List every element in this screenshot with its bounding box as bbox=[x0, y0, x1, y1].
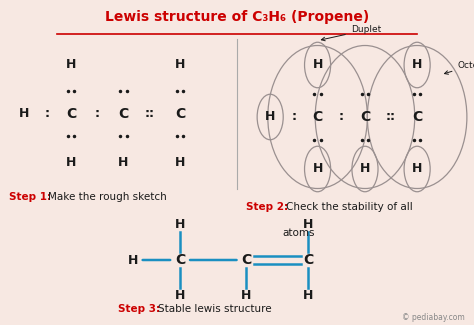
Text: Octet: Octet bbox=[445, 61, 474, 74]
Text: Duplet: Duplet bbox=[321, 25, 381, 41]
Text: Make the rough sketch: Make the rough sketch bbox=[48, 192, 167, 202]
Text: H: H bbox=[175, 58, 185, 72]
Text: H: H bbox=[412, 58, 422, 72]
Text: H: H bbox=[303, 218, 313, 231]
Text: H: H bbox=[241, 289, 252, 302]
Text: Step 3:: Step 3: bbox=[118, 304, 161, 314]
Text: C: C bbox=[241, 253, 252, 267]
Text: H: H bbox=[128, 254, 138, 266]
Text: C: C bbox=[303, 253, 313, 267]
Text: H: H bbox=[66, 156, 76, 169]
Text: Stable lewis structure: Stable lewis structure bbox=[158, 304, 272, 314]
Text: H: H bbox=[303, 289, 313, 302]
Text: C: C bbox=[175, 107, 185, 121]
Text: H: H bbox=[360, 162, 370, 176]
Text: H: H bbox=[265, 111, 275, 124]
Text: Step 1:: Step 1: bbox=[9, 192, 52, 202]
Text: C: C bbox=[360, 110, 370, 124]
Text: Check the stability of all: Check the stability of all bbox=[286, 202, 412, 212]
Text: ::: :: bbox=[386, 111, 396, 124]
Text: C: C bbox=[412, 110, 422, 124]
Text: H: H bbox=[18, 107, 29, 120]
Text: ::: :: bbox=[144, 107, 155, 120]
Text: H: H bbox=[312, 58, 323, 72]
Text: Lewis structure of C₃H₆ (Propene): Lewis structure of C₃H₆ (Propene) bbox=[105, 10, 369, 24]
Text: H: H bbox=[312, 162, 323, 176]
Text: :: : bbox=[339, 111, 344, 124]
Text: Step 2:: Step 2: bbox=[246, 202, 289, 212]
Text: H: H bbox=[175, 289, 185, 302]
Text: :: : bbox=[95, 107, 100, 120]
Text: H: H bbox=[175, 218, 185, 231]
Text: H: H bbox=[412, 162, 422, 176]
Text: C: C bbox=[66, 107, 76, 121]
Text: © pediabay.com: © pediabay.com bbox=[402, 313, 465, 322]
Text: H: H bbox=[118, 156, 128, 169]
Text: :: : bbox=[292, 111, 296, 124]
Text: H: H bbox=[66, 58, 76, 72]
Text: C: C bbox=[118, 107, 128, 121]
Text: H: H bbox=[175, 156, 185, 169]
Text: atoms: atoms bbox=[283, 227, 315, 238]
Text: C: C bbox=[312, 110, 323, 124]
Text: C: C bbox=[175, 253, 185, 267]
Text: :: : bbox=[45, 107, 50, 120]
